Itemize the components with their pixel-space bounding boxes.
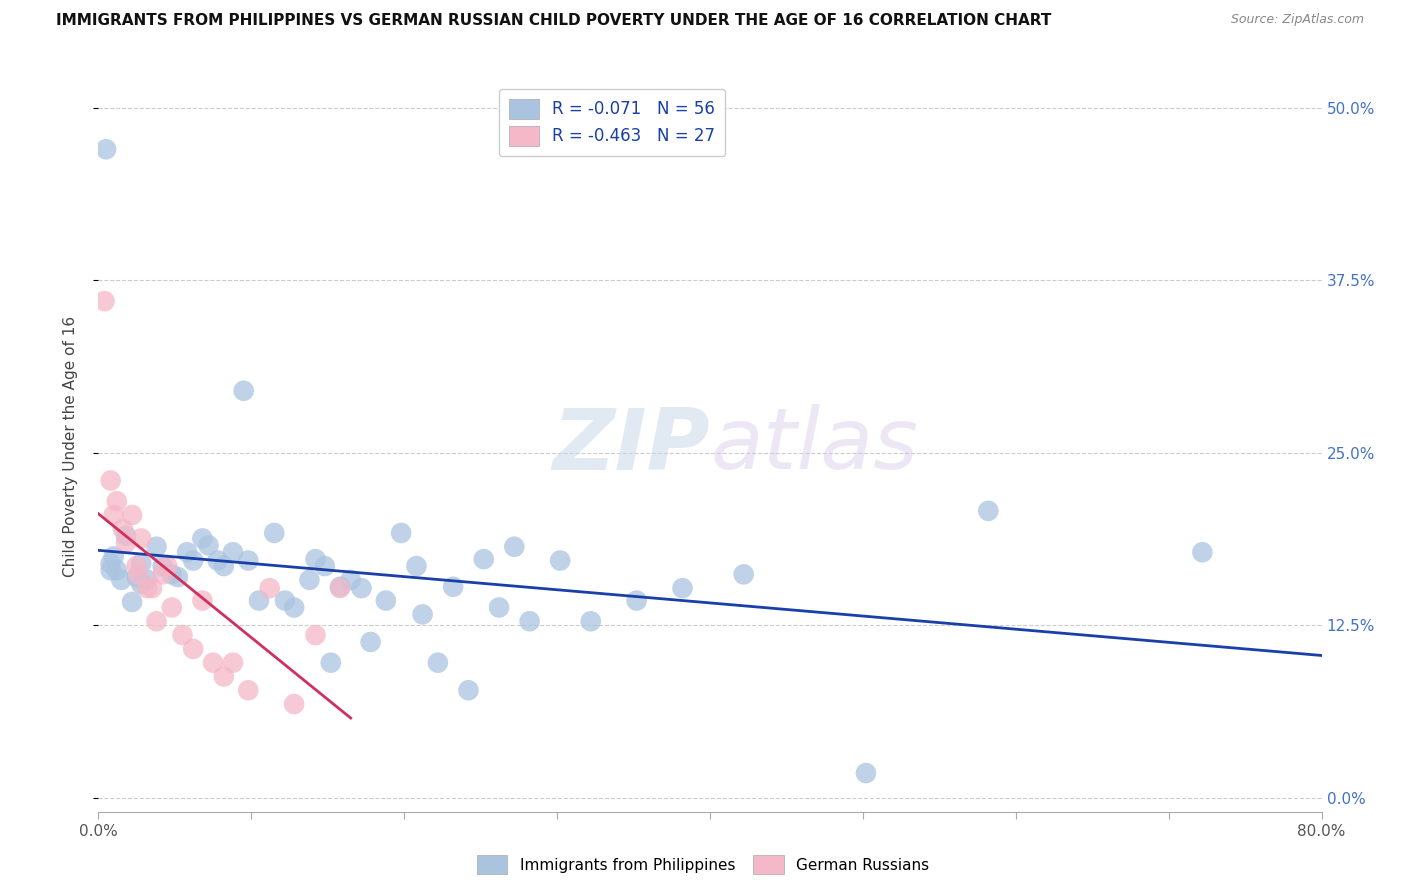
Point (152, 567, 174, 582)
Text: IMMIGRANTS FROM PHILIPPINES VS GERMAN RUSSIAN CHILD POVERTY UNDER THE AGE OF 16 : IMMIGRANTS FROM PHILIPPINES VS GERMAN RU… (56, 13, 1052, 29)
Text: Source: ZipAtlas.com: Source: ZipAtlas.com (1230, 13, 1364, 27)
Point (93, 294, 115, 309)
Point (152, 559, 174, 574)
Point (181, 553, 204, 567)
Point (263, 525, 285, 540)
Y-axis label: Child Poverty Under the Age of 16: Child Poverty Under the Age of 16 (63, 316, 77, 576)
Point (488, 600, 510, 615)
Point (671, 581, 693, 595)
Point (191, 532, 214, 546)
Point (115, 535, 138, 549)
Text: atlas: atlas (710, 404, 918, 488)
Point (191, 593, 214, 607)
Point (129, 532, 152, 546)
Point (100, 563, 122, 577)
Point (105, 563, 128, 577)
Point (457, 683, 479, 698)
Point (160, 567, 183, 582)
Point (103, 549, 125, 564)
Point (181, 641, 204, 656)
Point (412, 607, 434, 622)
Point (238, 553, 260, 567)
Point (1191, 545, 1213, 559)
Point (329, 580, 352, 594)
Point (145, 614, 167, 628)
Point (247, 593, 270, 607)
Point (304, 628, 326, 642)
Point (222, 656, 245, 670)
Point (329, 581, 352, 595)
Point (441, 580, 464, 594)
Point (145, 540, 167, 554)
Point (129, 577, 152, 591)
Point (977, 504, 1000, 518)
Point (232, 384, 254, 398)
Point (283, 697, 305, 711)
Point (156, 559, 179, 574)
Point (110, 573, 132, 587)
Point (105, 494, 128, 508)
Point (125, 570, 148, 584)
Point (212, 559, 235, 574)
Point (212, 669, 235, 683)
Point (472, 552, 495, 566)
Point (100, 474, 122, 488)
Point (176, 545, 198, 559)
Point (103, 508, 125, 522)
Point (503, 540, 526, 554)
Point (319, 656, 342, 670)
Point (136, 581, 159, 595)
Point (339, 573, 361, 587)
Point (274, 593, 297, 607)
Point (100, 557, 122, 571)
Point (172, 628, 194, 642)
Point (389, 525, 412, 540)
Legend: R = -0.071   N = 56, R = -0.463   N = 27: R = -0.071 N = 56, R = -0.463 N = 27 (499, 88, 725, 156)
Point (855, 766, 877, 780)
Point (283, 600, 305, 615)
Point (160, 600, 183, 615)
Point (197, 538, 219, 552)
Legend: Immigrants from Philippines, German Russians: Immigrants from Philippines, German Russ… (471, 849, 935, 880)
Point (127, 567, 149, 582)
Point (374, 593, 396, 607)
Point (141, 581, 163, 595)
Point (222, 545, 245, 559)
Point (121, 508, 143, 522)
Point (207, 553, 229, 567)
Point (298, 573, 321, 587)
Point (304, 552, 326, 566)
Point (548, 553, 571, 567)
Point (115, 529, 138, 543)
Point (579, 614, 602, 628)
Point (129, 557, 152, 571)
Point (94, 142, 117, 156)
Point (259, 581, 281, 595)
Point (314, 559, 336, 574)
Point (405, 559, 427, 574)
Point (426, 656, 449, 670)
Point (733, 567, 755, 582)
Point (519, 614, 541, 628)
Point (167, 570, 190, 584)
Point (238, 683, 260, 698)
Point (202, 656, 225, 670)
Point (125, 559, 148, 574)
Point (136, 573, 159, 587)
Point (111, 522, 134, 536)
Point (626, 593, 648, 607)
Point (121, 595, 143, 609)
Point (350, 581, 373, 595)
Text: ZIP: ZIP (553, 404, 710, 488)
Point (360, 635, 382, 649)
